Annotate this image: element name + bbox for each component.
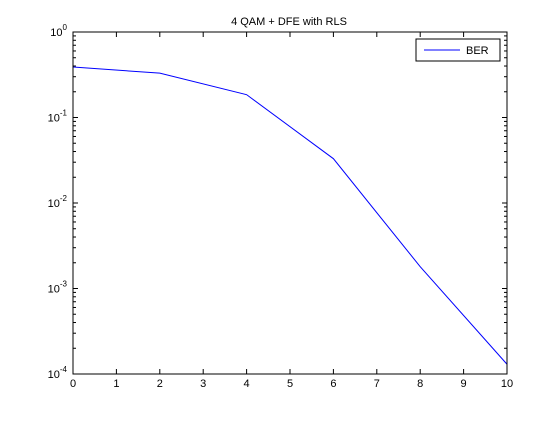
legend-label-ber: BER [466, 45, 489, 57]
y-tick-label: 10-2 [48, 194, 68, 210]
y-tick-label-base: 10 [48, 284, 60, 296]
y-tick-label-exponent: -4 [60, 365, 68, 374]
plot-frame [72, 31, 508, 375]
y-tick-label-base: 10 [48, 369, 60, 381]
y-tick-label-base: 10 [48, 113, 60, 125]
y-tick-label-base: 10 [48, 198, 60, 210]
x-tick-label: 8 [417, 378, 423, 390]
x-tick-label: 10 [501, 378, 513, 390]
x-tick-label: 7 [374, 378, 380, 390]
legend: BER [415, 38, 501, 62]
y-tick-label: 10-1 [48, 109, 68, 125]
plot-area [73, 32, 507, 374]
y-tick-label-exponent: -3 [60, 280, 68, 289]
y-tick-label: 100 [50, 23, 67, 39]
y-tick-label: 10-3 [48, 280, 68, 296]
y-tick-label-exponent: -1 [60, 109, 68, 118]
y-tick-label-exponent: 0 [63, 23, 68, 32]
x-tick-label: 6 [330, 378, 336, 390]
x-tick-label: 0 [70, 378, 76, 390]
y-tick-label-exponent: -2 [60, 194, 68, 203]
y-tick-label: 10-4 [48, 365, 68, 381]
x-tick-label: 2 [157, 378, 163, 390]
series-layer [72, 66, 508, 365]
series-line-ber [72, 66, 508, 365]
x-tick-label: 4 [244, 378, 250, 390]
chart-title: 4 QAM + DFE with RLS [231, 16, 347, 28]
x-tick-label: 1 [113, 378, 119, 390]
x-tick-label: 3 [200, 378, 206, 390]
y-tick-label-base: 10 [50, 27, 62, 39]
x-tick-label: 5 [287, 378, 293, 390]
x-tick-label: 9 [461, 378, 467, 390]
